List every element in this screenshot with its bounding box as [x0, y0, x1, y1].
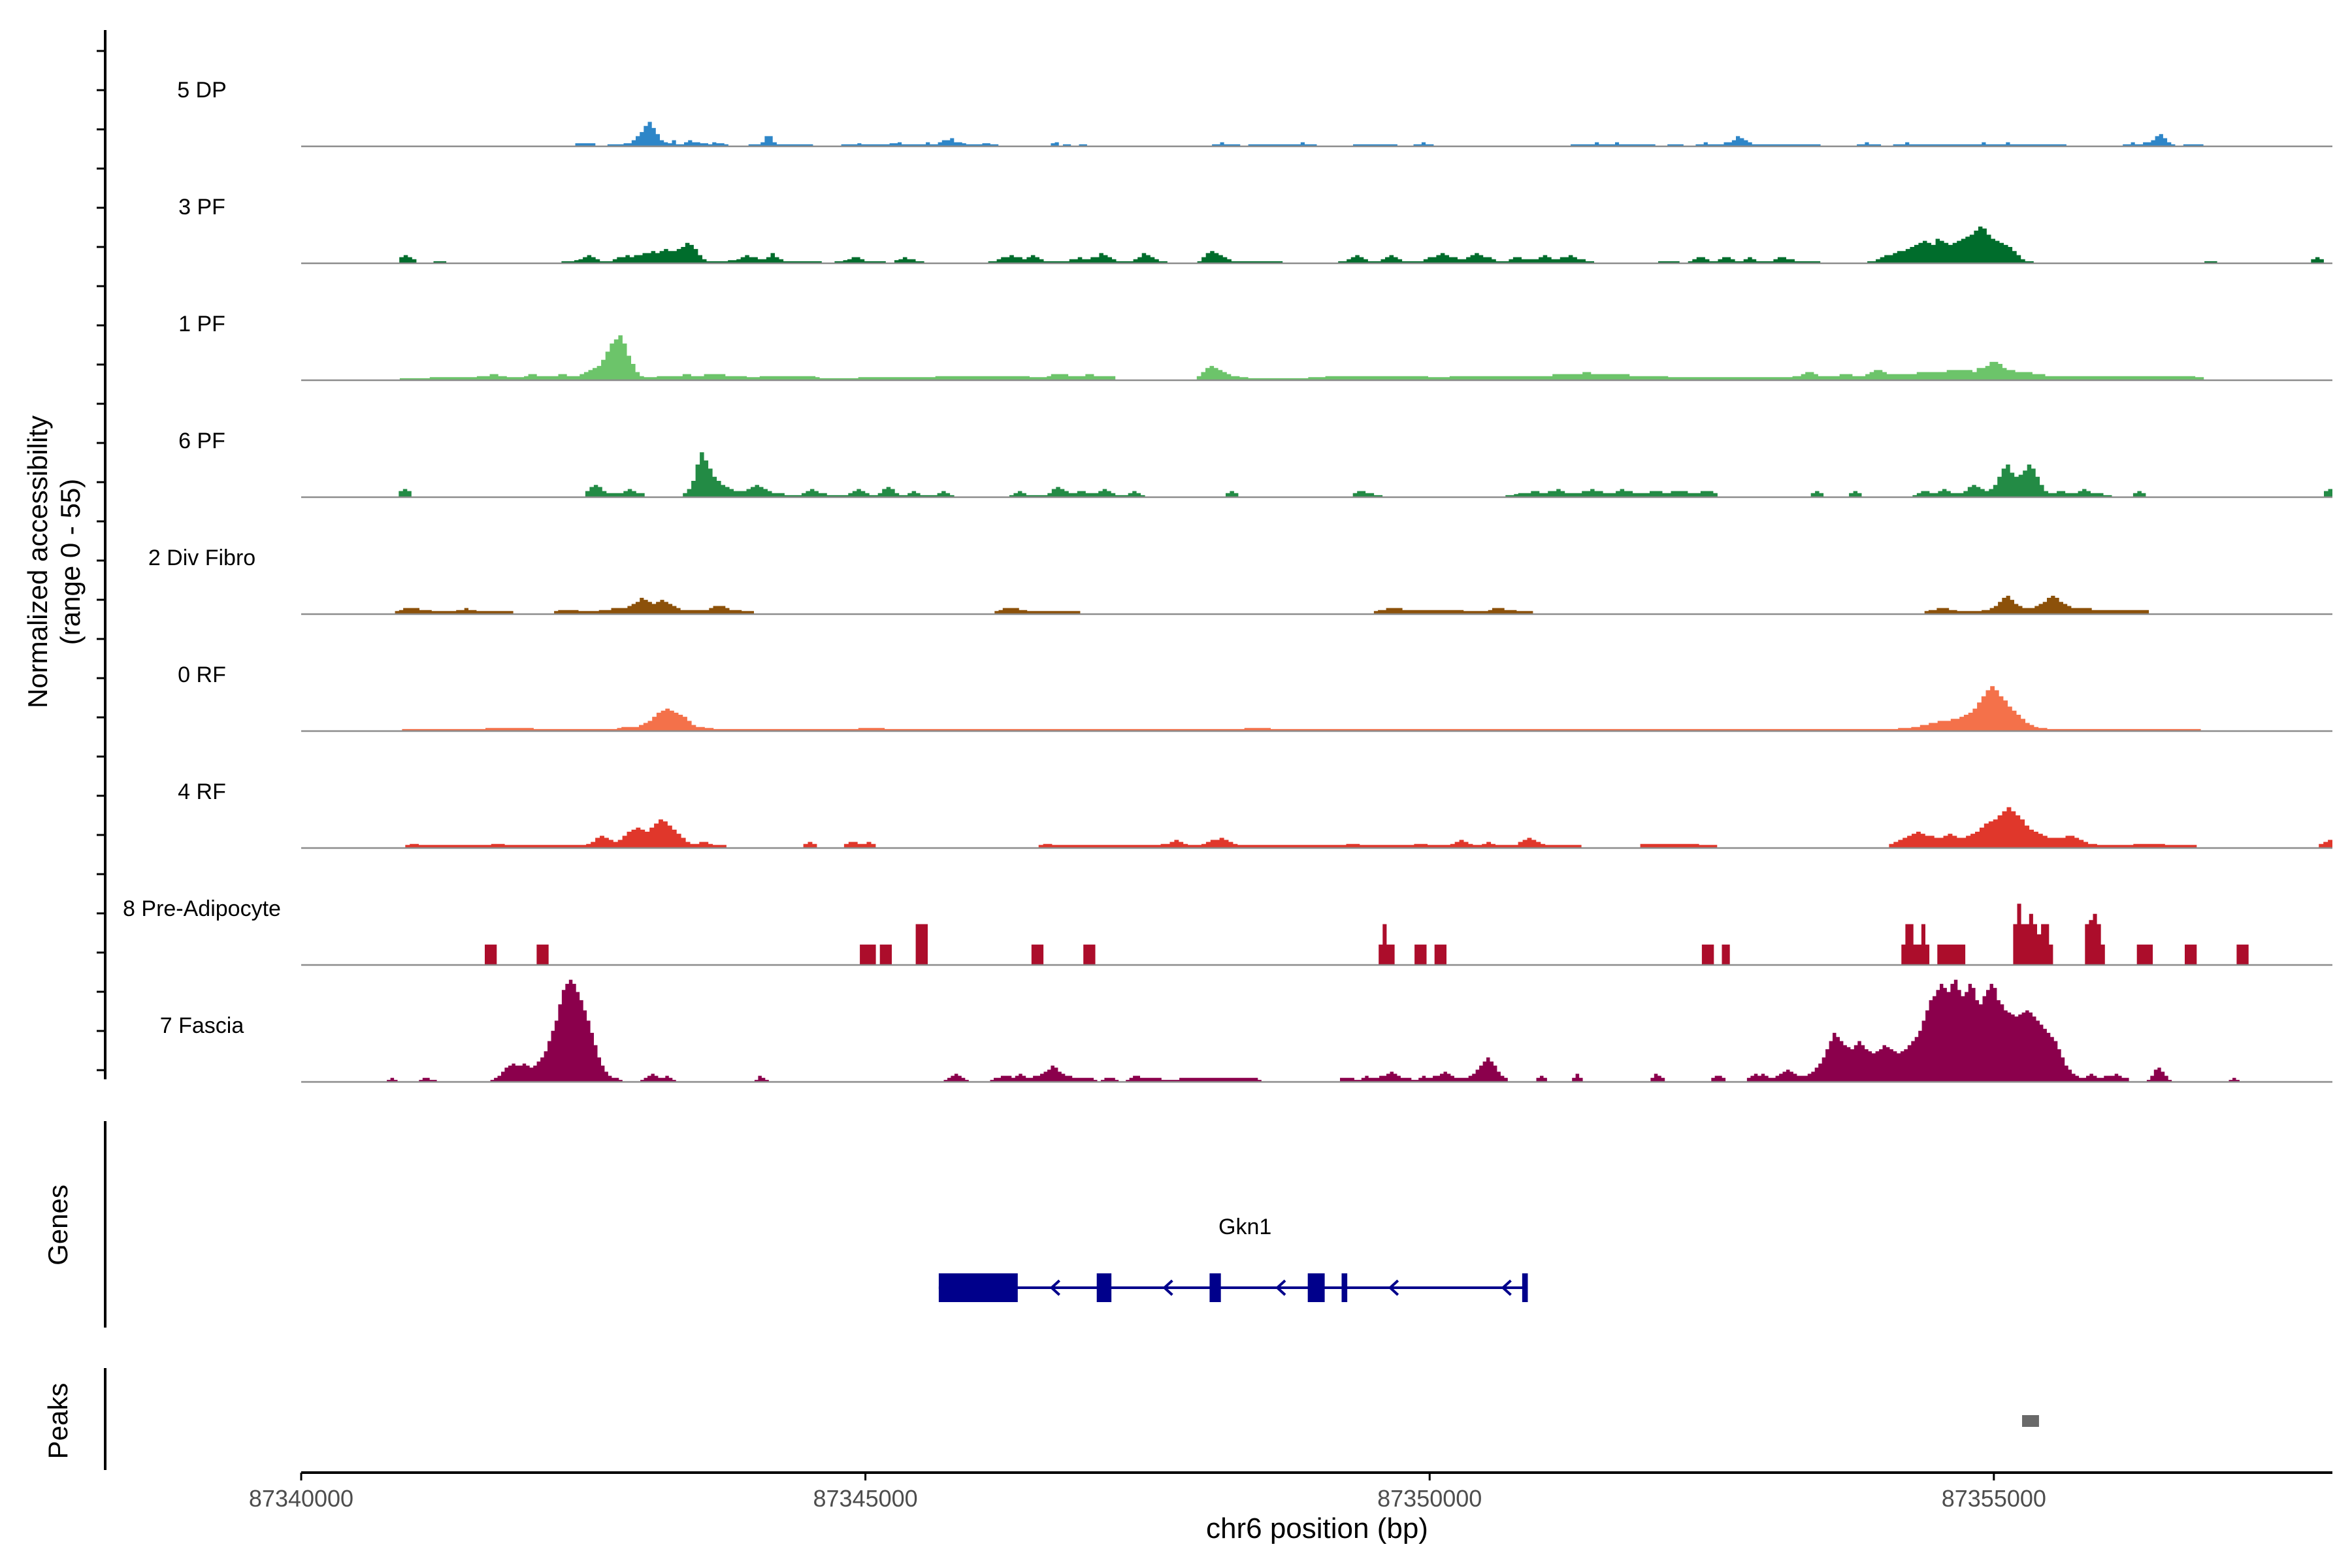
- track-8: 8 Pre-Adipocyte: [123, 896, 2332, 966]
- track-label: 2 Div Fibro: [148, 546, 255, 570]
- track-label: 7 Fascia: [160, 1013, 244, 1038]
- gene-exon: [1307, 1273, 1325, 1302]
- coverage-y-ticks: [97, 50, 105, 1071]
- track-label: 6 PF: [178, 429, 225, 453]
- gene-exon: [1209, 1273, 1221, 1302]
- track-label: 5 DP: [177, 78, 227, 103]
- track-label: 0 RF: [178, 662, 226, 687]
- track-1: 5 DP: [177, 78, 2332, 148]
- gene-strand-arrow: [1049, 1279, 1060, 1296]
- y-axis-title-line2: (range 0 - 55): [55, 479, 86, 645]
- x-tick-label: 87345000: [813, 1485, 918, 1512]
- track-area: [301, 979, 2332, 1082]
- y-axis-title: Normalized accessibility (range 0 - 55): [22, 416, 86, 708]
- track-area: [301, 807, 2332, 848]
- gene-strand-arrow: [1388, 1279, 1399, 1296]
- gene-exon: [1096, 1273, 1112, 1302]
- gene-strand-arrow: [1162, 1279, 1173, 1296]
- peak: [2022, 1415, 2039, 1427]
- gene-exon: [1522, 1273, 1528, 1302]
- track-label: 8 Pre-Adipocyte: [123, 896, 281, 921]
- x-tick-label: 87340000: [249, 1485, 353, 1512]
- track-4: 6 PF: [178, 429, 2332, 498]
- track-label: 3 PF: [178, 195, 225, 220]
- gene-track: Gkn1: [938, 1215, 1528, 1302]
- coverage-tracks: 5 DP 3 PF 1 PF 6 PF 2 Div Fibro 0 RF 4 RF 8 Pre…: [123, 78, 2332, 1083]
- x-tick-label: 87355000: [1942, 1485, 2046, 1512]
- track-area: [301, 452, 2332, 497]
- gene-exon: [1341, 1273, 1348, 1302]
- track-3: 1 PF: [178, 312, 2332, 382]
- track-7: 4 RF: [178, 779, 2332, 849]
- track-2: 3 PF: [178, 195, 2332, 265]
- track-label: 1 PF: [178, 312, 225, 336]
- gene-name-label: Gkn1: [1218, 1215, 1271, 1239]
- genes-panel-label: Genes: [42, 1184, 73, 1266]
- track-9: 7 Fascia: [160, 979, 2332, 1083]
- peaks-track: [2022, 1415, 2039, 1427]
- track-area: [301, 226, 2332, 263]
- gene-strand-arrow: [1275, 1279, 1286, 1296]
- x-axis-ticks: 87340000 87345000 87350000 87355000: [249, 1473, 2046, 1512]
- x-tick-label: 87350000: [1377, 1485, 1482, 1512]
- y-axis-title-line1: Normalized accessibility: [22, 416, 53, 708]
- track-6: 0 RF: [178, 662, 2332, 732]
- track-area: [301, 595, 2332, 614]
- peaks-panel-label: Peaks: [42, 1383, 73, 1460]
- gene-exon: [938, 1273, 1018, 1302]
- track-label: 4 RF: [178, 779, 226, 804]
- x-axis-title: chr6 position (bp): [1206, 1512, 1428, 1544]
- gene-strand-arrow: [1501, 1279, 1512, 1296]
- track-5: 2 Div Fibro: [148, 546, 2332, 615]
